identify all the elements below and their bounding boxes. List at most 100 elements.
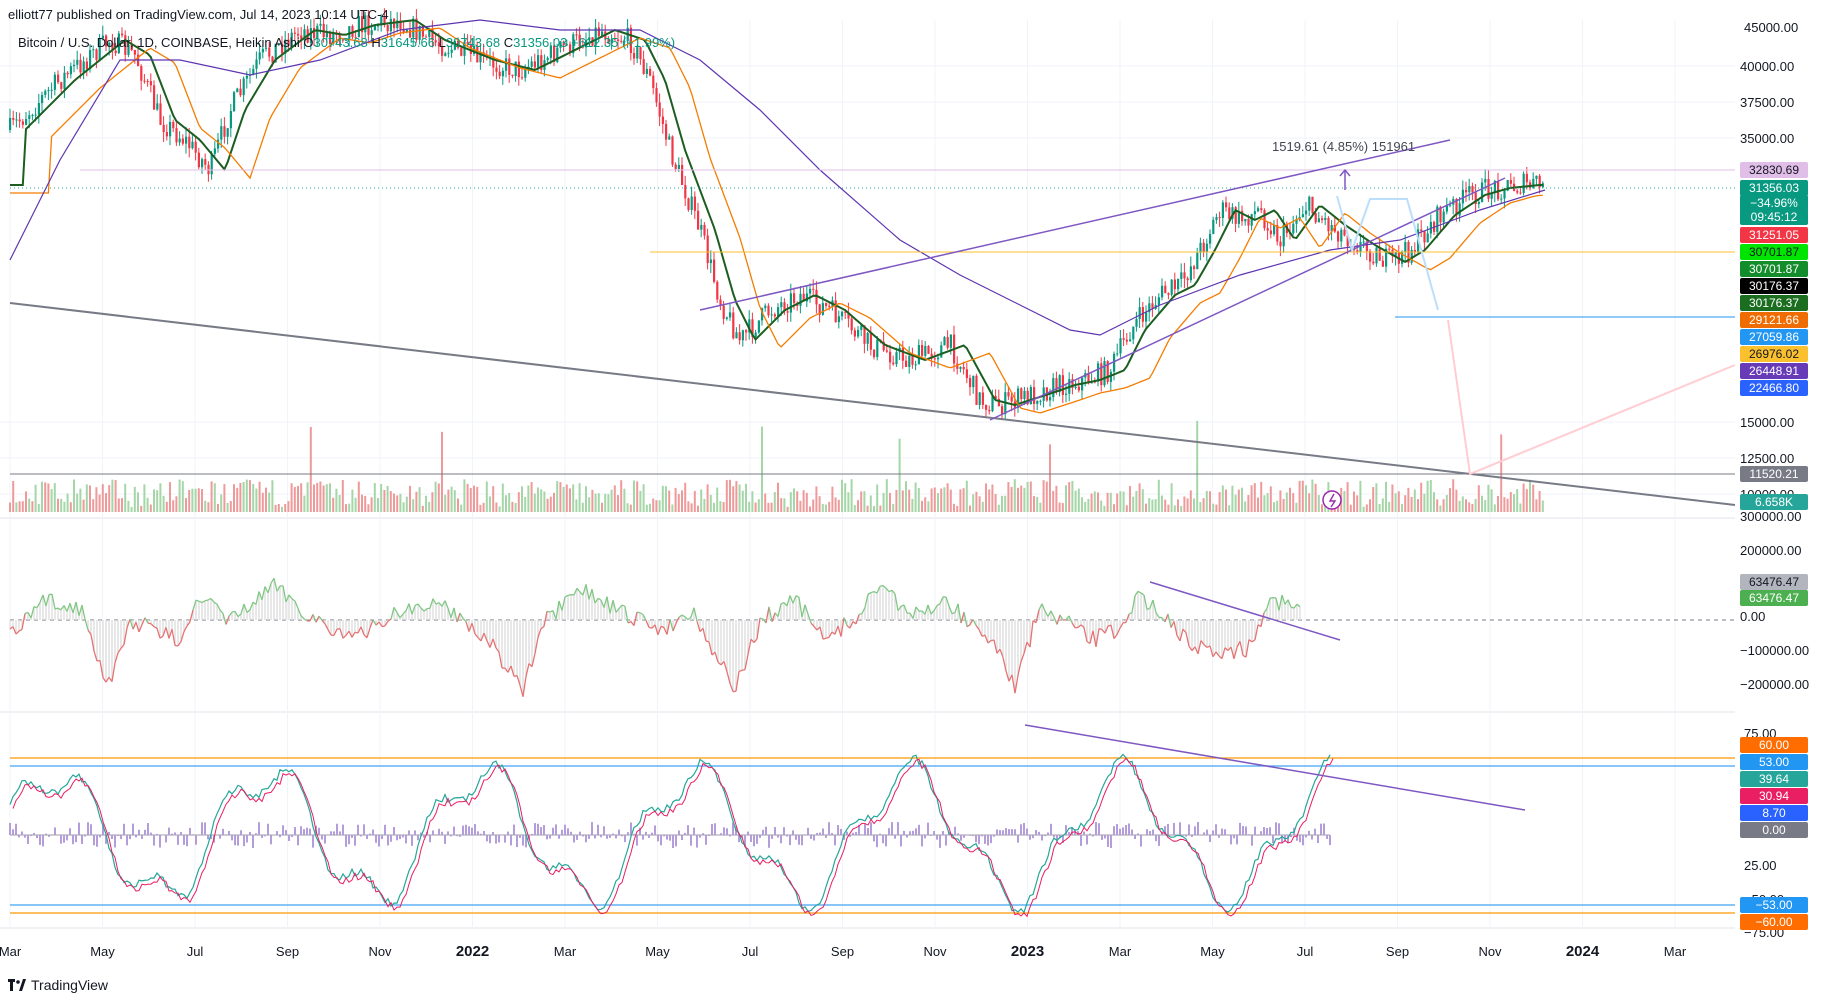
candle-body [703,224,706,236]
candle-body [847,312,850,319]
volume-bar [850,479,853,512]
volume-bar [1017,487,1019,512]
osc-line-segment [654,624,659,635]
candle-body [927,346,930,354]
osc-line-segment [147,622,152,625]
candle-body [937,357,940,360]
price-scale-label: 30176.37 [1740,278,1808,294]
osc-line-segment [417,603,422,609]
volume-bar [447,489,450,512]
osc-line-segment [603,596,608,608]
volume-bar [383,490,386,512]
candle-body [217,139,220,149]
osc-line-segment [951,612,956,615]
osc-line-segment [99,660,104,678]
candle-body [1017,388,1020,408]
osc-line-segment [960,611,965,624]
stochastic-pane[interactable] [9,753,1735,918]
volume-bar [1193,498,1195,512]
candle-body [1471,186,1474,193]
osc-line-segment [315,615,320,623]
volume-bar [1138,483,1141,512]
volume-bar [761,426,763,512]
volume-bar [1004,495,1007,512]
volume-bar [1106,492,1109,512]
volume-bar [658,500,661,512]
osc-line-segment [660,625,665,629]
volume-bar [889,492,891,512]
osc-line-segment [681,614,686,618]
drawings[interactable]: 1519.61 (4.85%) 151961 [9,139,1736,811]
osc-line-segment [441,600,446,607]
price-pane[interactable] [9,8,1546,421]
osc-line-segment [1053,616,1058,625]
osc-line-segment [1239,641,1244,656]
volume-bar [137,492,139,512]
osc-line-segment [411,605,416,615]
candle-body [57,74,60,83]
volume-bar [338,494,341,512]
candle-body [905,360,908,367]
osc-line-segment [1266,597,1271,609]
volume-bar [1529,479,1531,512]
osc-line-segment [1275,597,1280,611]
candle-body [1164,285,1167,294]
osc-line-segment [420,607,425,612]
osc-line-segment [1233,647,1238,659]
osc-line-segment [615,608,620,613]
candle-body [242,78,245,96]
time-tick-label: Mar [1664,944,1687,959]
osc-line-segment [1041,603,1046,612]
volume-bar [1458,500,1461,512]
candle-body [994,396,997,399]
osc-line-segment [1017,661,1022,676]
candle-body [719,299,722,306]
osc-line-segment [282,585,287,603]
price-scale-label: 22466.80 [1740,380,1808,396]
candle-body [943,337,946,346]
osc-line-segment [1056,614,1061,625]
osc-line-segment [510,665,515,677]
price-scale-label: 32830.69 [1740,162,1808,178]
candle-body [853,330,856,337]
candle-body [697,210,700,230]
candle-body [940,345,943,358]
author-name[interactable]: elliott77 [8,7,53,22]
osc-line-segment [102,677,107,683]
candle-body [1541,183,1544,188]
candle-body [857,329,860,337]
time-tick-label: Sep [1386,944,1409,959]
volume-bar [1401,503,1403,512]
osc-line-segment [678,614,683,618]
volume-bar [1212,503,1215,512]
osc-line-segment [984,634,989,644]
candle-body [956,363,959,369]
osc-line-segment [1224,647,1229,652]
candle-body [367,15,370,35]
volume-bar [841,479,843,512]
volume-bar [201,489,203,512]
volume-bar [1039,502,1042,512]
replay-icon[interactable] [1322,490,1342,510]
tradingview-brand[interactable]: TradingView [8,977,108,993]
volume-bar [562,486,565,512]
osc-line-segment [1089,630,1094,644]
oscillator-pane[interactable] [9,577,1735,697]
volume-bar [1109,492,1112,512]
candle-body [1218,217,1221,219]
volume-bar [610,489,613,512]
volume-bar [1161,495,1163,512]
volume-bar [1487,484,1490,512]
candle-body [108,42,111,47]
candle-body [636,47,639,59]
volume-bar [796,491,799,512]
candle-body [277,43,280,45]
candle-body [876,339,879,358]
volume-bar [492,486,495,512]
candle-body [895,352,898,365]
candle-body [1423,231,1426,243]
osc-line-segment [621,604,626,607]
osc-line-segment [981,634,986,637]
candle-body [98,38,101,60]
